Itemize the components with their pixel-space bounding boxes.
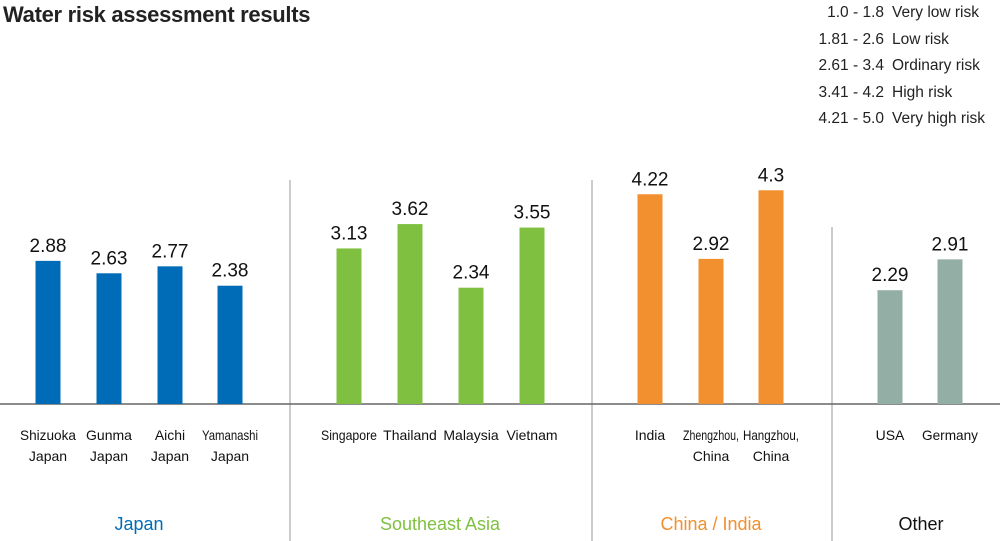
data-label: 3.13 [331, 223, 368, 244]
bar [698, 258, 724, 404]
data-label: 2.88 [30, 236, 67, 257]
legend-range: 2.61 - 3.4 [818, 57, 885, 74]
tick-label: Japan [29, 448, 67, 464]
tick-label: Japan [90, 448, 128, 464]
bar [217, 285, 243, 404]
data-label: 2.91 [932, 234, 969, 255]
legend-label: Very high risk [892, 110, 986, 127]
bar [397, 224, 423, 404]
tick-label: Aichi [155, 427, 185, 443]
tick-label: Shizuoka [20, 427, 76, 443]
bar [336, 248, 362, 404]
data-label: 2.29 [872, 265, 909, 286]
legend-range: 4.21 - 5.0 [818, 110, 885, 127]
data-label: 2.34 [453, 263, 490, 284]
tick-label: Vietnam [506, 427, 557, 443]
legend-label: Ordinary risk [892, 57, 980, 74]
tick-label: Yamanashi [202, 427, 258, 443]
legend-entry: 3.41 - 4.2 High risk [808, 80, 985, 107]
bar [35, 260, 61, 404]
legend-label: Low risk [892, 30, 949, 48]
legend: 1.0 - 1.8 Very low risk 1.81 - 2.6 Low risk… [808, 0, 986, 133]
tick-label: Zhengzhou, [683, 427, 739, 443]
legend-label: High risk [892, 83, 953, 101]
tick-label: China [753, 448, 790, 464]
legend-entry: 2.61 - 3.4 Ordinary risk [808, 53, 985, 80]
chart-title: Water risk assessment results [3, 2, 311, 27]
legend-entry: 1.81 - 2.6 Low risk [808, 27, 985, 54]
bar [877, 290, 903, 404]
tick-label: China [693, 448, 730, 464]
legend-entry: 4.21 - 5.0 Very high risk [808, 106, 986, 133]
data-label: 2.92 [693, 234, 730, 255]
bar [96, 273, 122, 404]
group-label: Other [898, 514, 943, 534]
group-label: Japan [114, 514, 163, 534]
legend-label: Very low risk [892, 4, 979, 21]
tick-label: Japan [151, 448, 189, 464]
bar [157, 266, 183, 404]
bar [758, 190, 784, 404]
tick-label: Germany [922, 427, 978, 443]
legend-range: 3.41 - 4.2 [818, 83, 885, 101]
legend-entry: 1.0 - 1.8 Very low risk [808, 0, 985, 27]
bar [937, 259, 963, 404]
legend-range: 1.81 - 2.6 [818, 30, 885, 48]
data-label: 2.38 [212, 261, 249, 282]
tick-label: Thailand [383, 427, 437, 443]
tick-label: India [635, 427, 666, 443]
tick-label: USA [876, 427, 905, 443]
legend-range: 1.0 - 1.8 [827, 4, 884, 21]
bar [458, 287, 484, 404]
tick-label: Singapore [321, 427, 377, 443]
data-label: 2.63 [91, 248, 128, 269]
tick-label: Gunma [86, 427, 132, 443]
data-label: 4.22 [632, 169, 669, 190]
tick-label: Malaysia [443, 427, 498, 443]
bar [637, 194, 663, 404]
tick-label: Hangzhou, [743, 427, 799, 443]
data-label: 3.62 [392, 199, 429, 220]
data-label: 3.55 [514, 203, 551, 224]
data-label: 2.77 [152, 241, 189, 262]
tick-label: Japan [211, 448, 249, 464]
bar [519, 227, 545, 404]
data-label: 4.3 [758, 165, 784, 186]
group-label: Southeast Asia [380, 514, 501, 534]
group-label: China / India [660, 514, 762, 534]
